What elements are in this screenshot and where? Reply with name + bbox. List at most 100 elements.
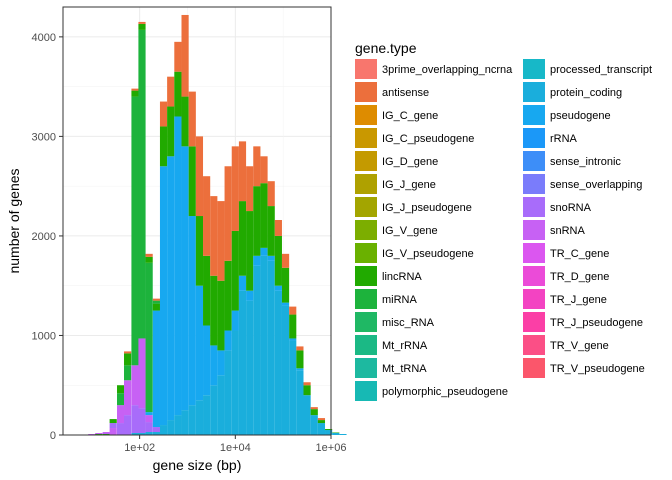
- bar-segment-antisense: [260, 156, 268, 184]
- bar-segment-protein-coding: [317, 423, 326, 435]
- panel-border: [62, 6, 332, 436]
- bar-segment-antisense: [246, 166, 254, 212]
- legend-key: [355, 243, 377, 263]
- histogram-bars: [88, 14, 347, 435]
- bar-segment-antisense: [267, 181, 275, 207]
- legend-item-ig-c-pseudogene: IG_C_pseudogene: [355, 128, 474, 148]
- bar-segment-mirna: [117, 393, 125, 406]
- bar-segment-protein-coding: [310, 415, 318, 435]
- bar-segment-antisense: [224, 166, 232, 261]
- legend-label: snRNA: [550, 225, 586, 237]
- bar-segment-antisense: [231, 146, 239, 231]
- legend-key: [523, 266, 545, 286]
- legend-item-protein-coding: protein_coding: [523, 82, 622, 102]
- bar-segment-lincrna: [289, 314, 297, 339]
- legend-label: IG_C_pseudogene: [382, 133, 474, 145]
- bar-segment-protein-coding: [210, 385, 218, 435]
- bar-segment-protein-coding: [174, 415, 182, 435]
- bar-segment-protein-coding: [303, 395, 311, 435]
- legend-title: gene.type: [355, 40, 417, 56]
- bar-segment-antisense: [159, 101, 168, 127]
- bar-segment-lincrna: [117, 385, 125, 394]
- bar-segment-mirna: [138, 29, 146, 339]
- legend-item-ig-v-pseudogene: IG_V_pseudogene: [355, 243, 474, 263]
- bar-segment-protein-coding: [281, 305, 290, 435]
- bar-segment-antisense: [303, 382, 311, 386]
- y-axis: 0 1000 2000 3000 4000: [32, 32, 63, 442]
- bar-segment-lincrna: [238, 201, 247, 276]
- legend-label: 3prime_overlapping_ncrna: [382, 64, 513, 76]
- bar-segment-protein-coding: [138, 433, 146, 435]
- bar-segment-lincrna: [138, 23, 146, 30]
- legend-item-antisense: antisense: [355, 82, 429, 102]
- bar-segment-pseudogene: [167, 156, 175, 421]
- bar-segment-lincrna: [145, 256, 153, 263]
- bar-segment-lincrna: [159, 126, 168, 167]
- legend-item-ig-d-gene: IG_D_gene: [355, 151, 438, 171]
- bar-segment-protein-coding: [231, 330, 239, 435]
- bar-segment-protein-coding: [217, 375, 225, 435]
- legend-key: [355, 197, 377, 217]
- bar-segment-antisense: [217, 201, 225, 281]
- legend-item-lincrna: lincRNA: [355, 266, 422, 286]
- legend-item-sense-intronic: sense_intronic: [523, 151, 621, 171]
- legend-label: TR_J_pseudogene: [550, 317, 643, 329]
- bar-segment-lincrna: [224, 260, 232, 331]
- bar-segment-protein-coding: [224, 350, 232, 435]
- y-tick-label: 0: [50, 430, 56, 442]
- bar-segment-mirna: [152, 300, 160, 304]
- bar-segment-pseudogene: [296, 368, 304, 371]
- legend-label: sense_overlapping: [550, 179, 642, 191]
- bar-segment-pseudogene: [274, 285, 282, 291]
- bar-segment-protein-coding: [203, 395, 211, 435]
- legend-item-tr-v-pseudogene: TR_V_pseudogene: [523, 358, 645, 378]
- legend-key: [355, 220, 377, 240]
- legend-key: [523, 289, 545, 309]
- legend-key: [523, 59, 545, 79]
- y-tick-label: 2000: [32, 231, 56, 243]
- bar-segment-pseudogene: [231, 310, 239, 331]
- legend-label: IG_J_pseudogene: [382, 202, 472, 214]
- bar-segment-lincrna: [217, 280, 225, 351]
- bar-segment-protein-coding: [339, 434, 347, 435]
- bar-segment-lincrna: [310, 409, 318, 416]
- bar-segment-antisense: [152, 298, 160, 301]
- legend-key: [355, 105, 377, 125]
- legend-label: IG_C_gene: [382, 110, 438, 122]
- x-tick-label: 1e+04: [220, 442, 251, 454]
- bar-segment-antisense: [253, 146, 261, 187]
- legend-item-tr-c-gene: TR_C_gene: [523, 243, 609, 263]
- y-tick-label: 3000: [32, 131, 56, 143]
- bar-segment-pseudogene: [210, 345, 218, 386]
- bar-segment-protein-coding: [159, 425, 168, 435]
- bar-segment-lincrna: [195, 216, 204, 286]
- x-axis: 1e+02 1e+04 1e+06: [124, 435, 346, 454]
- bar-segment-antisense: [210, 196, 218, 276]
- bar-segment-antisense: [203, 176, 211, 256]
- bar-segment-lincrna: [210, 275, 218, 346]
- legend-label: IG_J_gene: [382, 179, 436, 191]
- bar-segment-protein-coding: [195, 400, 204, 435]
- y-tick-label: 4000: [32, 32, 56, 44]
- bar-segment-pseudogene: [174, 116, 182, 416]
- legend-item-snorna: snoRNA: [523, 197, 592, 217]
- legend-item-mt-trna: Mt_tRNA: [355, 358, 427, 378]
- bar-segment-pseudogene: [289, 338, 297, 341]
- bar-segment-pseudogene: [188, 216, 196, 406]
- bar-segment-lincrna: [267, 206, 275, 256]
- bar-segment-snorna: [145, 422, 153, 433]
- bar-segment-lincrna: [131, 90, 139, 97]
- legend-key: [523, 358, 545, 378]
- bar-segment-pseudogene: [217, 350, 225, 376]
- bar-segment-antisense: [296, 346, 304, 351]
- legend-item-snrna: snRNA: [523, 220, 586, 240]
- bar-segment-lincrna: [231, 230, 239, 311]
- legend-label: TR_V_pseudogene: [550, 363, 645, 375]
- legend-item-misc-rna: misc_RNA: [355, 312, 435, 332]
- bar-segment-lincrna: [109, 419, 117, 424]
- bar-segment-protein-coding: [325, 430, 333, 435]
- legend-item-processed-transcript: processed_transcript: [523, 59, 652, 79]
- bar-segment-protein-coding: [152, 432, 160, 435]
- plot-panel: [62, 6, 347, 436]
- legend-item-pseudogene: pseudogene: [523, 105, 611, 125]
